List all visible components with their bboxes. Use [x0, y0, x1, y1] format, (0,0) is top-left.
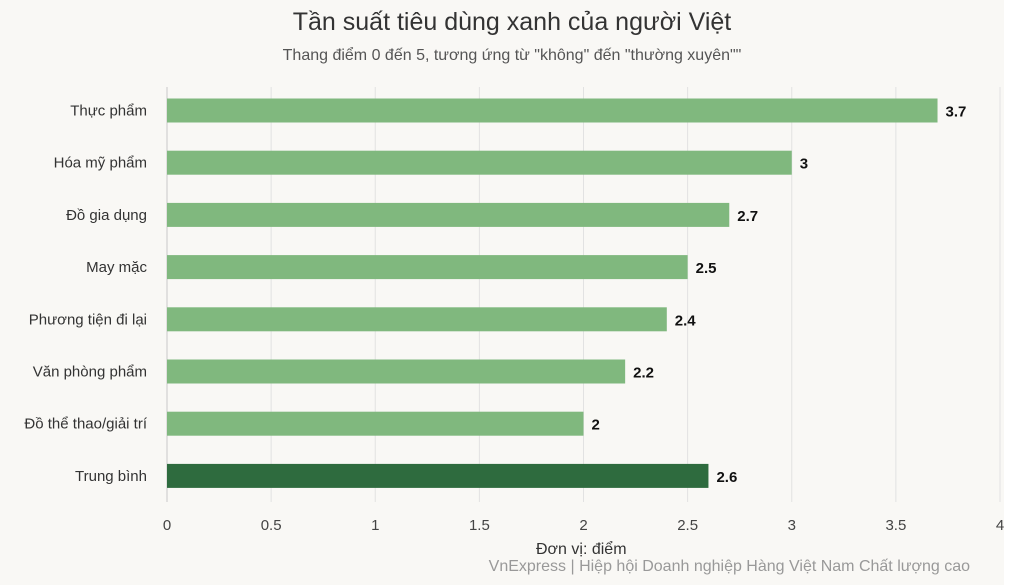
bar [167, 411, 584, 436]
category-label: Hóa mỹ phẩm [54, 155, 147, 172]
bar-value-label: 2.5 [696, 260, 717, 277]
category-label: Đồ thể thao/giải trí [24, 416, 147, 433]
bar-value-label: 3.7 [946, 104, 967, 121]
x-tick-label: 2 [579, 517, 587, 534]
bar [167, 359, 626, 384]
bar [167, 98, 938, 123]
x-tick-label: 3 [788, 517, 796, 534]
category-label: May mặc [86, 259, 147, 276]
x-tick-label: 2.5 [677, 517, 698, 534]
x-axis-label: Đơn vị: điểm [536, 541, 627, 558]
bar [167, 307, 667, 332]
x-tick-label: 1 [371, 517, 379, 534]
x-tick-label: 4 [996, 517, 1004, 534]
bar-value-label: 3 [800, 156, 808, 173]
bar-value-label: 2.4 [675, 312, 697, 329]
chart-title: Tần suất tiêu dùng xanh của người Việt [292, 8, 732, 36]
chart-subtitle: Thang điểm 0 đến 5, tương ứng từ "không"… [282, 47, 742, 64]
bar-value-label: 2 [592, 417, 600, 434]
bar [167, 255, 688, 280]
x-tick-label: 1.5 [469, 517, 490, 534]
category-label: Văn phòng phẩm [33, 364, 147, 381]
x-tick-label: 0 [163, 517, 171, 534]
category-label: Thực phẩm [70, 103, 147, 120]
category-label: Đồ gia dụng [66, 207, 147, 224]
x-tick-label: 0.5 [261, 517, 282, 534]
x-tick-label: 3.5 [885, 517, 906, 534]
bar [167, 150, 792, 175]
bar-value-label: 2.2 [633, 365, 654, 382]
bar [167, 463, 709, 488]
bar-value-label: 2.6 [716, 469, 737, 486]
category-label: Trung bình [75, 468, 147, 485]
category-label: Phương tiện đi lại [29, 311, 147, 328]
source-credit: VnExpress | Hiệp hội Doanh nghiệp Hàng V… [488, 558, 970, 575]
bar-value-label: 2.7 [737, 208, 758, 225]
bar [167, 202, 730, 227]
